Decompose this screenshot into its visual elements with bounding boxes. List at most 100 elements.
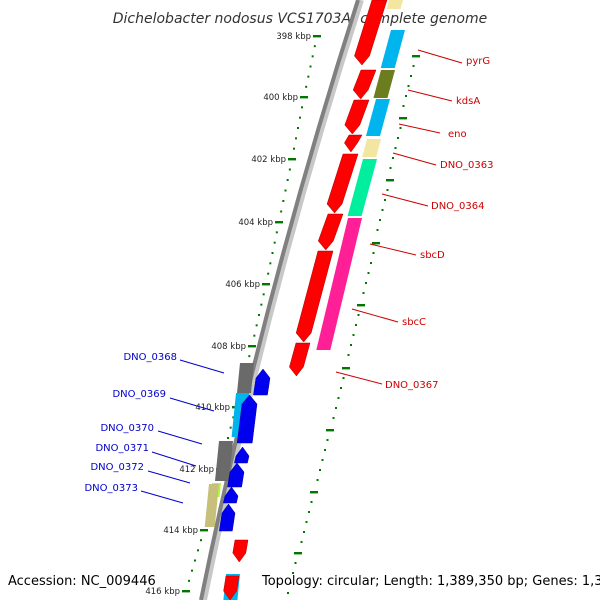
- ruler-dot: [402, 105, 405, 107]
- ruler-dot: [294, 562, 297, 564]
- ruler-dot: [372, 252, 375, 254]
- gene-label-sbcc: sbcC: [402, 317, 426, 328]
- ruler-dot: [357, 314, 360, 316]
- ruler-dot: [384, 199, 386, 201]
- tick-label: 414 kbp: [163, 526, 198, 536]
- cog-block: [362, 139, 381, 157]
- ruler-dot: [191, 569, 193, 572]
- forward-gene-arrow: [232, 539, 249, 563]
- gene-label-sbcd: sbcD: [420, 250, 445, 261]
- ruler-dot: [352, 334, 355, 336]
- cog-block: [237, 363, 254, 393]
- label-leader-line: [369, 243, 417, 256]
- ruler-tick: [275, 221, 283, 224]
- ruler-dot: [347, 354, 350, 356]
- forward-gene-arrow: [354, 0, 388, 66]
- cog-block: [386, 0, 403, 9]
- ruler-dot: [284, 189, 287, 192]
- ruler-dot: [260, 303, 263, 306]
- ruler-dot: [355, 324, 357, 326]
- ruler-dot: [262, 293, 265, 296]
- gene-label-dno_0372: DNO_0372: [90, 462, 144, 473]
- ruler-dot: [397, 137, 399, 139]
- ruler-dot: [392, 157, 394, 159]
- ruler-dot: [367, 272, 370, 274]
- label-leader-line: [147, 470, 191, 484]
- tick-label: 404 kbp: [238, 218, 273, 228]
- ruler-dot: [293, 147, 295, 150]
- ruler-dot: [350, 344, 352, 346]
- map-title: Dichelobacter nodosus VCS1703A, complete…: [113, 11, 487, 27]
- label-leader-line: [157, 430, 203, 445]
- ruler-dot: [386, 189, 389, 191]
- ruler-dot: [271, 252, 274, 254]
- outer-tick: [310, 491, 318, 494]
- ruler-dot: [342, 377, 345, 379]
- cog-block: [204, 484, 219, 527]
- ruler-dot: [288, 168, 291, 171]
- cog-block: [347, 159, 377, 216]
- ruler-tick: [182, 590, 190, 593]
- ruler-dot: [197, 549, 199, 552]
- forward-gene-arrow: [223, 575, 240, 600]
- ruler-dot: [303, 531, 305, 533]
- cog-block: [373, 70, 395, 98]
- cog-category-track: [204, 0, 405, 600]
- label-leader-line: [392, 152, 437, 166]
- label-leader-line: [417, 49, 463, 64]
- ruler-dot: [370, 262, 372, 264]
- ruler-dot: [326, 439, 329, 441]
- ruler-tick: [300, 96, 308, 99]
- reverse-gene-arrow: [223, 486, 239, 504]
- tick-label: 410 kbp: [195, 403, 230, 413]
- ruler-dot: [287, 592, 289, 594]
- ruler-dot: [253, 334, 256, 337]
- cog-block: [316, 218, 362, 350]
- reverse-gene-arrow: [234, 446, 250, 464]
- ruler-dot: [316, 479, 319, 481]
- ruler-dot: [332, 417, 335, 419]
- gene-label-kdsa: kdsA: [456, 96, 480, 107]
- ruler-dot: [299, 116, 301, 119]
- ruler-dot: [307, 75, 310, 78]
- topology-text: Topology: circular; Length: 1,389,350 bp…: [262, 574, 600, 589]
- label-leader-line: [381, 193, 429, 207]
- ruler-dot: [309, 65, 312, 68]
- gene-label-dno_0367: DNO_0367: [385, 380, 439, 391]
- ruler-dot: [297, 127, 299, 129]
- ruler-dot: [337, 397, 340, 399]
- ruler-dot: [227, 437, 229, 439]
- ruler-dot: [273, 241, 276, 244]
- gene-label-dno_0368: DNO_0368: [123, 352, 177, 363]
- ruler-dot: [275, 231, 278, 234]
- ruler-dot: [379, 219, 381, 221]
- label-leader-line: [407, 89, 453, 102]
- tick-label: 398 kbp: [276, 32, 311, 42]
- ruler-dot: [321, 459, 324, 461]
- ruler-dot: [412, 65, 415, 67]
- reverse-gene-arrow: [227, 462, 245, 488]
- outer-tick: [412, 55, 420, 58]
- forward-gene-arrow: [344, 134, 363, 153]
- tick-label: 402 kbp: [251, 155, 286, 165]
- ruler-dot: [335, 407, 337, 409]
- forward-gene-arrow: [295, 250, 334, 343]
- ruler-dot: [305, 521, 308, 523]
- tick-label: 400 kbp: [263, 93, 298, 103]
- ruler-dot: [394, 147, 397, 149]
- reverse-gene-arrow: [236, 394, 258, 444]
- ruler-dot: [376, 229, 379, 231]
- forward-gene-arrow: [326, 153, 359, 214]
- ruler-dot: [286, 179, 289, 181]
- ruler-dot: [200, 539, 202, 542]
- ruler-dot: [405, 95, 407, 97]
- cog-block: [215, 441, 233, 481]
- outer-tick: [399, 117, 407, 120]
- ruler-dot: [399, 127, 402, 129]
- ruler-tick: [262, 283, 270, 286]
- gene-label-pyrg: pyrG: [466, 56, 490, 67]
- gene-label-dno_0363: DNO_0363: [440, 160, 494, 171]
- ruler-dot: [289, 582, 292, 584]
- cog-block: [380, 30, 405, 68]
